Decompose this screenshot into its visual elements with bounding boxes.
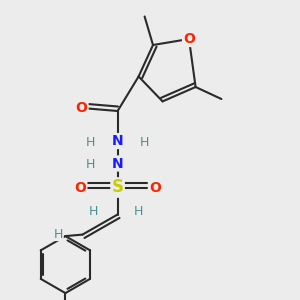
Text: N: N <box>112 157 123 170</box>
Text: N: N <box>112 134 123 148</box>
Text: H: H <box>89 205 98 218</box>
Text: O: O <box>76 101 88 115</box>
Text: O: O <box>74 181 86 194</box>
Text: S: S <box>112 178 124 196</box>
Text: H: H <box>134 205 143 218</box>
Text: O: O <box>149 181 161 194</box>
Text: H: H <box>86 158 95 172</box>
Text: H: H <box>140 136 149 149</box>
Text: O: O <box>183 32 195 46</box>
Text: H: H <box>86 136 95 149</box>
Text: H: H <box>54 227 63 241</box>
